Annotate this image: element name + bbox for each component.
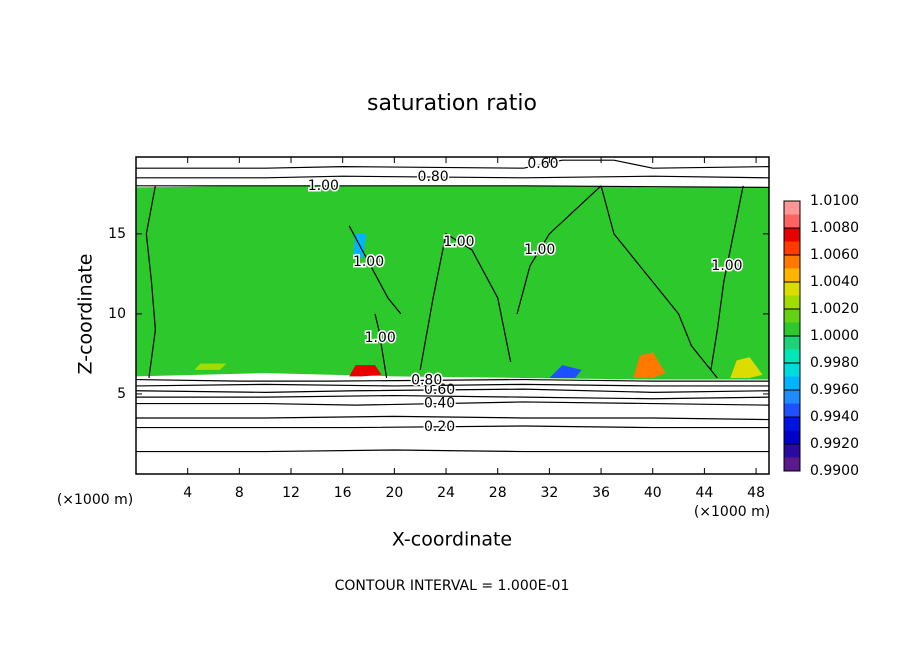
x-tick-label: 28 [489,485,507,501]
contour-label: 1.00 [353,254,384,270]
contour-line [135,383,769,387]
colorbar-swatch [784,444,800,458]
plot-frame [135,156,770,475]
contour-label: 0.40 [424,396,455,412]
contour-line [136,415,770,421]
contour-label: 1.00 [365,330,396,346]
field-patch [194,363,227,370]
colorbar-swatch [784,363,800,377]
colorbar-swatch [784,201,800,215]
colorbar-tick-label: 1.0040 [810,274,859,290]
x-tick-label: 40 [644,485,662,501]
colorbar-tick-label: 1.0100 [810,193,859,209]
chart-title: saturation ratio [367,91,537,116]
contour-label: 1.00 [443,234,474,250]
colorbar-swatch [784,282,800,296]
colorbar-swatch [784,376,800,390]
contour-line [348,225,402,315]
x-axis-label: X-coordinate [392,529,512,551]
contour-line [710,185,744,371]
colorbar-tick-label: 0.9920 [810,436,859,452]
colorbar-swatch [784,295,800,309]
contour-line [136,401,770,406]
x-unit: (×1000 m) [57,492,133,508]
contour-note: CONTOUR INTERVAL = 1.000E-01 [335,578,570,594]
x-tick-label: 32 [540,485,558,501]
colorbar-tick-label: 1.0020 [810,301,859,317]
contour-line [516,185,602,315]
colorbar-tick-label: 1.0000 [810,328,859,344]
field-patch [730,357,763,378]
colorbar-swatch [784,417,800,431]
contour-label: 1.00 [524,242,555,258]
colorbar-swatch [784,403,800,417]
x-tick-label: 20 [385,485,403,501]
x-unit: (×1000 m) [694,504,770,520]
colorbar-swatch [784,268,800,282]
colorbar-swatch [784,322,800,336]
colorbar-tick-label: 1.0060 [810,247,859,263]
y-tick-label: 10 [108,306,126,322]
colorbar-tick-label: 0.9960 [810,382,859,398]
contour-line [136,175,770,179]
contour-line [136,185,770,189]
contour-line [135,378,769,382]
colorbar-swatch [784,255,800,269]
x-tick-label: 36 [592,485,610,501]
x-tick-label: 12 [282,485,300,501]
colorbar-swatch [784,309,800,323]
colorbar-tick-label: 0.9940 [810,409,859,425]
colorbar-swatch [784,457,800,471]
contour-label: 0.80 [418,169,449,185]
x-tick-label: 44 [695,485,713,501]
contour-label: 0.20 [424,419,455,435]
contour-line [135,388,770,393]
colorbar-swatch [784,228,800,242]
contour-line [600,185,718,379]
contour-label: 0.60 [527,156,558,172]
x-tick-label: 24 [437,485,455,501]
contour-label: 0.80 [411,372,442,388]
field-patch [633,352,666,378]
colorbar-swatch [784,336,800,350]
contour-line [419,232,512,371]
contour-line [136,159,770,169]
contour-line [374,313,388,379]
x-tick-label: 16 [334,485,352,501]
contour-label: 1.00 [711,258,742,274]
contour-line [136,425,769,429]
contour-line [136,449,769,453]
y-tick-label: 15 [108,226,126,242]
y-tick-label: 5 [117,386,126,402]
contour-line [136,394,770,400]
colorbar-swatch [784,241,800,255]
colorbar-tick-label: 0.9980 [810,355,859,371]
colorbar-swatch [784,390,800,404]
x-tick-label: 8 [235,485,244,501]
x-tick-label: 4 [183,485,192,501]
field-patch [136,185,769,380]
colorbar-swatch [784,430,800,444]
colorbar-tick-label: 0.9900 [810,463,859,479]
x-tick-label: 48 [747,485,765,501]
contour-line [145,185,156,379]
colorbar-swatch [784,214,800,228]
field-patch [549,365,582,378]
field-patch [349,365,382,377]
y-axis-label: Z-coordinate [75,254,97,375]
colorbar-swatch [784,349,800,363]
colorbar-tick-label: 1.0080 [810,220,859,236]
contour-label: 1.00 [308,178,339,194]
